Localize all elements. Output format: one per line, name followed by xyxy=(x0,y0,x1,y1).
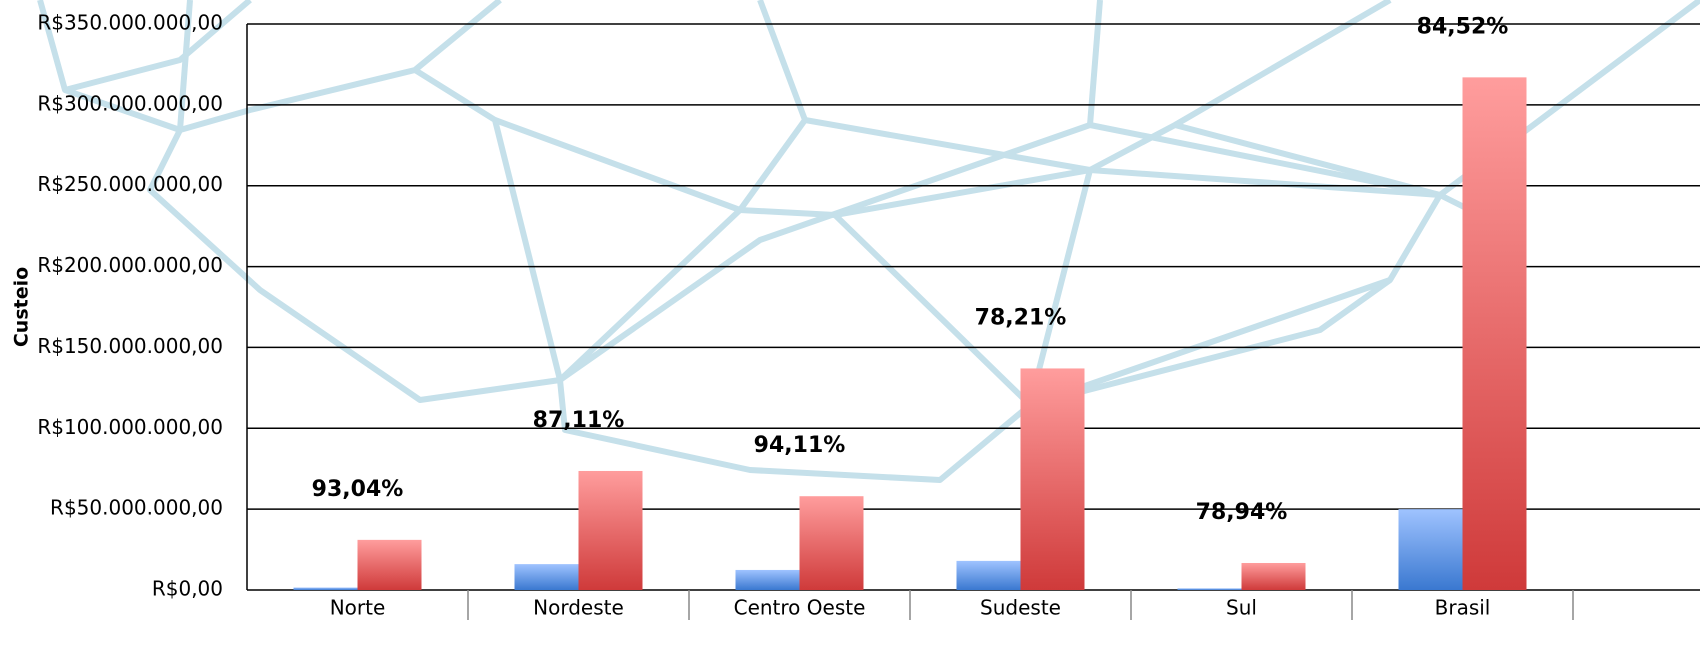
y-tick-label: R$0,00 xyxy=(152,577,223,601)
x-tick-label: Sul xyxy=(1226,596,1257,620)
bar xyxy=(799,496,864,590)
y-tick-label: R$200.000.000,00 xyxy=(37,253,223,277)
y-tick-label: R$50.000.000,00 xyxy=(50,496,223,520)
x-tick-label: Brasil xyxy=(1435,596,1491,620)
bar xyxy=(735,569,800,590)
bar xyxy=(1462,77,1527,590)
annotation: 93,04% xyxy=(312,477,404,502)
bar xyxy=(1177,588,1242,590)
annotation: 78,94% xyxy=(1196,500,1288,525)
bar xyxy=(357,539,422,590)
background-decoration xyxy=(37,0,1700,483)
annotation: 94,11% xyxy=(754,433,846,458)
x-tick-label: Centro Oeste xyxy=(734,596,866,620)
y-tick-label: R$100.000.000,00 xyxy=(37,415,223,439)
annotation: 87,11% xyxy=(533,408,625,433)
y-tick-label: R$150.000.000,00 xyxy=(37,334,223,358)
bar xyxy=(1241,562,1306,590)
x-tick-label: Norte xyxy=(330,596,386,620)
bar xyxy=(293,587,358,590)
bar xyxy=(578,470,643,590)
annotation: 78,21% xyxy=(975,305,1067,330)
bar xyxy=(1398,509,1463,590)
bar xyxy=(956,560,1021,590)
x-tick-label: Sudeste xyxy=(980,596,1061,620)
y-tick-label: R$300.000.000,00 xyxy=(37,91,223,115)
annotation: 84,52% xyxy=(1417,14,1509,39)
x-tick-label: Nordeste xyxy=(533,596,624,620)
y-axis-label: Custeio xyxy=(11,267,33,347)
y-tick-label: R$350.000.000,00 xyxy=(37,11,223,35)
y-tick-label: R$250.000.000,00 xyxy=(37,172,223,196)
bar xyxy=(514,564,579,590)
bar xyxy=(1020,368,1085,590)
